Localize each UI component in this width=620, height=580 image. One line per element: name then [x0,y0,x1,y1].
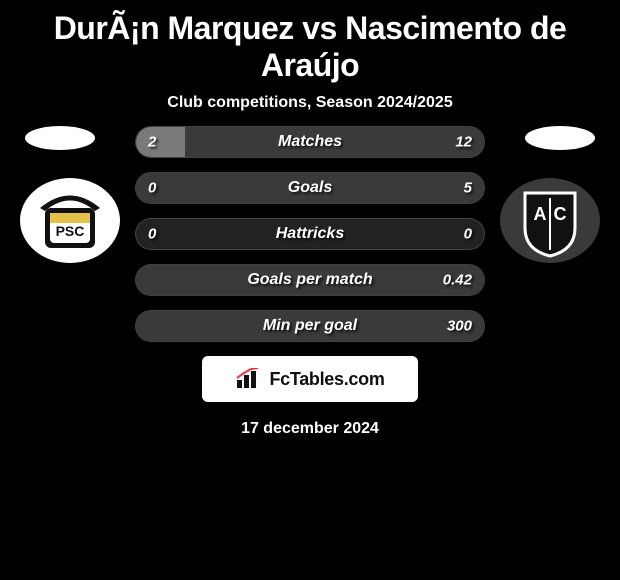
stat-label: Goals [288,179,332,197]
stats-area: PSC A C 2 Matches 12 0 Goals 5 0 Hattricks 0 Goal… [0,126,620,342]
stat-label: Min per goal [263,317,357,335]
comparison-subtitle: Club competitions, Season 2024/2025 [0,86,620,126]
stat-label: Matches [278,133,342,151]
player-flag-right [525,126,595,150]
stat-label: Hattricks [276,225,344,243]
generation-date: 17 december 2024 [0,420,620,438]
stat-value-right: 5 [464,180,472,197]
club-badge-left: PSC [20,178,120,263]
fctables-logo: FcTables.com [202,356,418,402]
stat-rows: 2 Matches 12 0 Goals 5 0 Hattricks 0 Goals per ma… [135,126,485,342]
svg-text:PSC: PSC [56,223,85,239]
stat-value-left: 0 [148,180,156,197]
stat-value-right: 0 [464,226,472,243]
stat-value-right: 300 [447,318,472,335]
svg-text:A: A [534,204,547,224]
bar-chart-icon [235,368,265,390]
logo-text: FcTables.com [269,369,384,390]
stat-value-right: 0.42 [443,272,472,289]
stat-value-left: 2 [148,134,156,151]
player-flag-left [25,126,95,150]
stat-bar-left [136,127,185,157]
stat-row: Min per goal 300 [135,310,485,342]
stat-label: Goals per match [247,271,372,289]
stat-row: 0 Goals 5 [135,172,485,204]
comparison-title: DurÃ¡n Marquez vs Nascimento de Araújo [0,0,620,86]
stat-row: Goals per match 0.42 [135,264,485,296]
svg-text:C: C [554,204,567,224]
stat-row: 2 Matches 12 [135,126,485,158]
stat-value-right: 12 [455,134,472,151]
stat-value-left: 0 [148,226,156,243]
stat-row: 0 Hattricks 0 [135,218,485,250]
club-badge-right: A C [500,178,600,263]
